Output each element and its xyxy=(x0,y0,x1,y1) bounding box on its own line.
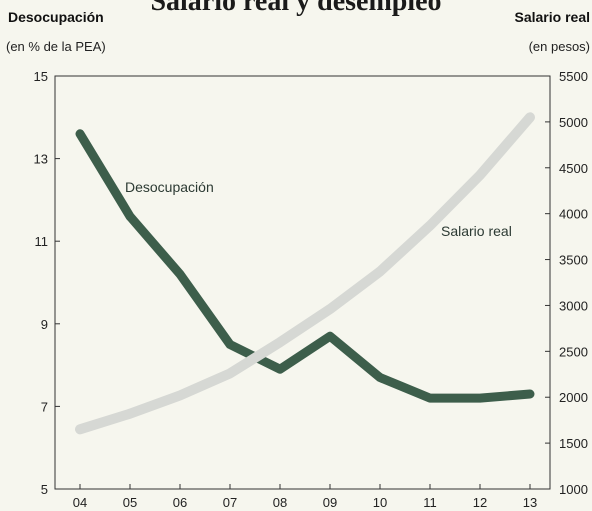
left-tick-label: 7 xyxy=(41,399,48,414)
right-tick-label: 4000 xyxy=(559,207,588,222)
label-salario-real: Salario real xyxy=(441,223,512,239)
x-tick-label: 04 xyxy=(73,495,87,510)
x-tick-label: 06 xyxy=(173,495,187,510)
right-tick-label: 1000 xyxy=(559,482,588,497)
right-tick-label: 4500 xyxy=(559,161,588,176)
series-labels: Desocupación Salario real xyxy=(125,179,512,239)
chart-title: Salario real y desempleo xyxy=(150,0,442,17)
right-tick-label: 3000 xyxy=(559,298,588,313)
left-tick-label: 15 xyxy=(34,69,48,84)
x-tick-label: 08 xyxy=(273,495,287,510)
right-tick-label: 2000 xyxy=(559,390,588,405)
right-tick-label: 5500 xyxy=(559,69,588,84)
x-tick-label: 13 xyxy=(523,495,537,510)
left-axis-ticks: 5 7 9 11 13 15 xyxy=(34,69,60,497)
right-axis-ticks: 1000 1500 2000 2500 3000 3500 4000 4500 5000 5500 xyxy=(545,69,588,497)
right-tick-label: 3500 xyxy=(559,253,588,268)
right-axis-title: Salario real xyxy=(514,9,591,25)
label-desocupacion: Desocupación xyxy=(125,179,214,195)
right-tick-label: 5000 xyxy=(559,115,588,130)
left-tick-label: 5 xyxy=(41,482,48,497)
right-tick-label: 1500 xyxy=(559,436,588,451)
plot-frame xyxy=(54,75,551,490)
left-tick-label: 11 xyxy=(35,234,49,249)
series-line-desocupacion xyxy=(75,129,535,403)
left-axis-unit: (en % de la PEA) xyxy=(6,39,106,54)
x-tick-label: 10 xyxy=(373,495,387,510)
x-tick-label: 09 xyxy=(323,495,337,510)
right-axis-unit: (en pesos) xyxy=(528,39,590,54)
right-tick-label: 2500 xyxy=(559,344,588,359)
x-tick-label: 05 xyxy=(123,495,137,510)
series-layer xyxy=(75,112,535,435)
x-axis-ticks: 04 05 06 07 08 09 10 11 12 13 xyxy=(73,484,537,510)
left-tick-label: 13 xyxy=(34,152,48,167)
x-tick-label: 12 xyxy=(473,495,487,510)
left-axis-title: Desocupación xyxy=(8,9,104,25)
x-tick-label: 07 xyxy=(223,495,237,510)
left-tick-label: 9 xyxy=(41,317,48,332)
x-tick-label: 11 xyxy=(423,495,437,510)
series-line-salario-real xyxy=(75,112,535,435)
